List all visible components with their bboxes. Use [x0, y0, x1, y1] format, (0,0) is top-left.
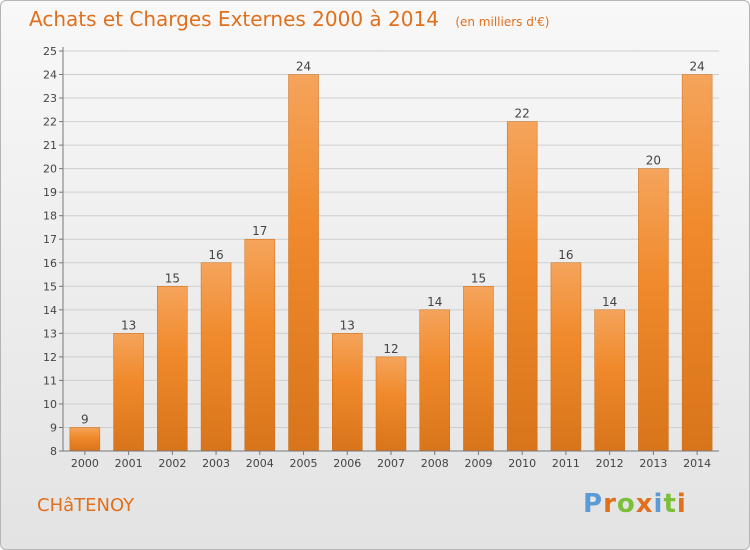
- bar: [463, 286, 494, 452]
- proxiti-logo: Proxiti: [583, 489, 687, 519]
- bar-value-label: 16: [208, 248, 223, 262]
- logo-letter: t: [663, 489, 677, 519]
- x-tick-label: 2011: [552, 457, 580, 470]
- bar: [594, 309, 625, 452]
- bar: [288, 74, 319, 452]
- bar-value-label: 22: [515, 107, 530, 121]
- x-tick-label: 2013: [639, 457, 667, 470]
- bar: [113, 333, 144, 452]
- bar: [375, 356, 407, 452]
- bar-value-label: 24: [296, 60, 311, 74]
- bar-value-label: 9: [81, 412, 89, 426]
- y-tick-label: 18: [43, 210, 57, 223]
- axes: 8 9 10 11 12 13 14 15 16 17 18 19 20 21 22 23 24 25 2000 20…: [43, 45, 719, 470]
- logo-letter: r: [603, 489, 617, 519]
- bar-value-label: 15: [165, 271, 180, 285]
- x-tick-label: 2007: [377, 457, 405, 470]
- y-tick-label: 21: [43, 139, 57, 152]
- bar: [550, 262, 582, 452]
- y-tick-label: 22: [43, 116, 57, 129]
- bar-value-label: 14: [427, 295, 442, 309]
- logo-letter: o: [616, 489, 636, 519]
- bar-value-label: 20: [646, 154, 661, 168]
- chart-title: Achats et Charges Externes 2000 à 2014 (…: [29, 7, 549, 31]
- chart-title-text: Achats et Charges Externes 2000 à 2014: [29, 7, 439, 31]
- bars: 9 13 15 16 17 24 13 12 14 15 22 16 14 20 24: [69, 60, 713, 452]
- x-tick-label: 2000: [71, 457, 99, 470]
- y-tick-label: 24: [43, 69, 57, 82]
- x-tick-label: 2010: [508, 457, 536, 470]
- bar-value-label: 12: [383, 342, 398, 356]
- bar: [157, 286, 188, 452]
- x-tick-label: 2012: [596, 457, 624, 470]
- y-tick-label: 23: [43, 92, 57, 105]
- y-tick-label: 19: [43, 186, 57, 199]
- commune-name: CHâTENOY: [37, 495, 135, 516]
- bar: [244, 238, 276, 452]
- y-tick-label: 14: [43, 304, 57, 317]
- x-tick-label: 2008: [421, 457, 449, 470]
- x-tick-label: 2006: [333, 457, 361, 470]
- bar: [638, 168, 669, 452]
- y-tick-label: 9: [50, 421, 57, 434]
- x-tick-label: 2004: [246, 457, 274, 470]
- x-tick-label: 2001: [115, 457, 143, 470]
- y-tick-label: 16: [43, 257, 57, 270]
- bar-value-label: 15: [471, 271, 486, 285]
- bar-value-label: 16: [558, 248, 573, 262]
- bar: [506, 121, 538, 452]
- bar: [200, 262, 232, 452]
- x-tick-label: 2005: [290, 457, 318, 470]
- logo-letter: x: [635, 489, 654, 519]
- bar: [332, 333, 363, 452]
- y-tick-label: 11: [43, 374, 57, 387]
- bar-value-label: 13: [121, 318, 136, 332]
- x-tick-label: 2009: [464, 457, 492, 470]
- y-tick-label: 15: [43, 280, 57, 293]
- bar: [419, 309, 450, 452]
- y-tick-label: 25: [43, 45, 57, 58]
- bar-value-label: 14: [602, 295, 617, 309]
- bar-value-label: 24: [689, 60, 704, 74]
- bar-value-label: 13: [340, 318, 355, 332]
- y-tick-label: 8: [50, 445, 57, 458]
- logo-letter: P: [583, 489, 604, 519]
- bar: [681, 74, 713, 452]
- bar-value-label: 17: [252, 224, 267, 238]
- bar: [69, 427, 101, 452]
- y-tick-label: 20: [43, 163, 57, 176]
- y-tick-label: 13: [43, 327, 57, 340]
- y-tick-label: 17: [43, 233, 57, 246]
- logo-letter: i: [676, 489, 687, 519]
- x-tick-label: 2014: [683, 457, 711, 470]
- y-tick-label: 12: [43, 351, 57, 364]
- logo-letter: i: [653, 489, 664, 519]
- x-tick-label: 2002: [158, 457, 186, 470]
- y-tick-label: 10: [43, 398, 57, 411]
- x-tick-label: 2003: [202, 457, 230, 470]
- chart-subtitle: (en milliers d'€): [455, 15, 550, 29]
